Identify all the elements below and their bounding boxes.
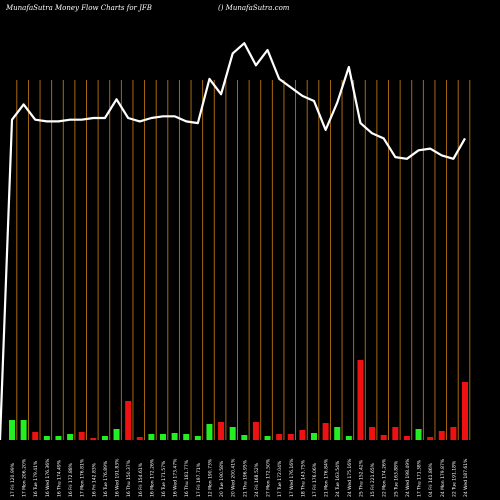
x-tick-label: 21 Thu 196.95% (242, 459, 248, 497)
x-tick-label: 17 Tue 172.04% (277, 460, 283, 497)
money-flow-bar (78, 432, 85, 440)
money-flow-bar (450, 427, 457, 440)
x-tick-label: 17 Wed 176.16% (289, 458, 295, 497)
x-tick-label: 16 Fri 142.83% (91, 462, 97, 497)
x-tick-label: 24 Tue 163.54% (335, 460, 341, 497)
money-flow-bar (218, 422, 225, 440)
x-tick-label: 18 Thu 143.75% (300, 459, 306, 497)
x-tick-label: 04 Fri 141.86% (428, 462, 434, 497)
money-flow-bar (229, 427, 236, 440)
money-flow-bar (148, 434, 155, 440)
x-tick-label: 17 Mon 206.20% (22, 458, 28, 497)
money-flow-bar (20, 420, 27, 440)
x-tick-label: 16 Tue 171.57% (161, 460, 167, 497)
x-tick-label: 24 Fri 168.52% (254, 462, 260, 497)
x-tick-label: 15 Fri 221.65% (370, 462, 376, 497)
x-tick-label: 17 Mon 176.81% (80, 458, 86, 497)
chart-title: MunafaSutra Money Flow Charts for JFB (6, 4, 152, 12)
x-tick-label: 24 Wed 198.49% (405, 458, 411, 497)
money-flow-bar (67, 434, 74, 440)
grid-lines (16, 80, 471, 440)
money-flow-bar (32, 432, 39, 440)
money-flow-bar (264, 436, 271, 440)
x-tick-label: 24 Mon 179.87% (440, 458, 446, 497)
money-flow-bar (136, 437, 143, 440)
x-tick-label: 16 Mon 172.26% (149, 458, 155, 497)
money-flow-bar (55, 436, 62, 440)
money-flow-bar (299, 430, 306, 440)
money-flow-bar (392, 427, 399, 440)
money-flow-bar (125, 401, 132, 440)
money-flow-bars (9, 360, 468, 440)
money-flow-bar (113, 429, 120, 440)
money-flow-bar (206, 424, 213, 440)
money-flow-bar (90, 438, 97, 440)
money-flow-bar (322, 423, 329, 440)
x-tick-label: 25 Tue 163.88% (393, 460, 399, 497)
x-tick-label: 21 Mon 176.84% (324, 458, 330, 497)
x-tick-label: 12 Mon 190.73% (207, 458, 213, 497)
price-line-layer (0, 42, 466, 441)
x-tick-label: 27 Mon 172.50% (266, 458, 272, 497)
x-tick-label: 16 Thu 181.77% (184, 459, 190, 497)
money-flow-bar (241, 435, 248, 440)
money-flow-bar (380, 435, 387, 440)
money-flow-bar (252, 422, 259, 440)
x-tick-label: 17 Fri 197.71% (196, 462, 202, 497)
money-flow-bar (427, 437, 434, 440)
x-tick-label: 16 Wed 173.47% (173, 458, 179, 497)
money-flow-bar (345, 436, 352, 440)
money-flow-bar (9, 420, 15, 440)
x-tick-label: 16 Tue 179.41% (33, 460, 39, 497)
money-flow-bar (334, 427, 341, 440)
x-tick-label: 16 Fri 154.61% (138, 462, 144, 497)
x-tick-label: 24 Wed 187.61% (463, 458, 469, 497)
x-tick-label: 16 Wed 176.36% (45, 458, 51, 497)
price-line (0, 42, 466, 441)
x-axis-labels: 17 Fri 120.99% 17 Mon 206.20% 16 Tue 179.4… (10, 458, 469, 497)
x-tick-label: 17 Thu 171.38% (417, 459, 423, 497)
x-tick-label: 16 Thu 150.37% (126, 459, 132, 497)
x-tick-label: 25 Thu 152.42% (358, 459, 364, 497)
money-flow-bar (311, 433, 317, 440)
money-flow-bar (101, 436, 108, 440)
money-flow-bar (194, 436, 201, 440)
x-tick-label: 20 Tue 190.58% (219, 460, 225, 497)
money-flow-bar (415, 429, 422, 440)
x-tick-label: 22 Mon 174.26% (382, 458, 388, 497)
money-flow-bar (183, 434, 190, 440)
money-flow-bar (43, 436, 50, 440)
money-flow-bar (403, 436, 410, 440)
x-tick-label: 16 Thu 174.49% (56, 459, 62, 497)
x-tick-label: 24 Wed 175.16% (347, 458, 353, 497)
x-tick-label: 16 Wed 191.83% (115, 458, 121, 497)
x-tick-label: 20 Wed 200.41% (231, 458, 237, 497)
x-tick-label: 16 Fri 172.88% (68, 462, 74, 497)
site-credit: () MunafaSutra.com (218, 4, 290, 12)
money-flow-bar (276, 434, 283, 440)
money-flow-bar (287, 434, 294, 440)
money-flow-bar (369, 427, 376, 440)
money-flow-bar (160, 434, 166, 440)
money-flow-bar (171, 433, 178, 440)
x-tick-label: 16 Tue 176.89% (103, 460, 109, 497)
money-flow-bar (438, 431, 445, 440)
x-tick-label: 17 Fri 120.99% (10, 462, 16, 497)
money-flow-bar (357, 360, 364, 440)
x-tick-label: 22 Tue 191.18% (451, 460, 457, 497)
x-tick-label: 17 Fri 176.06% (312, 462, 318, 497)
money-flow-bar (462, 382, 468, 440)
